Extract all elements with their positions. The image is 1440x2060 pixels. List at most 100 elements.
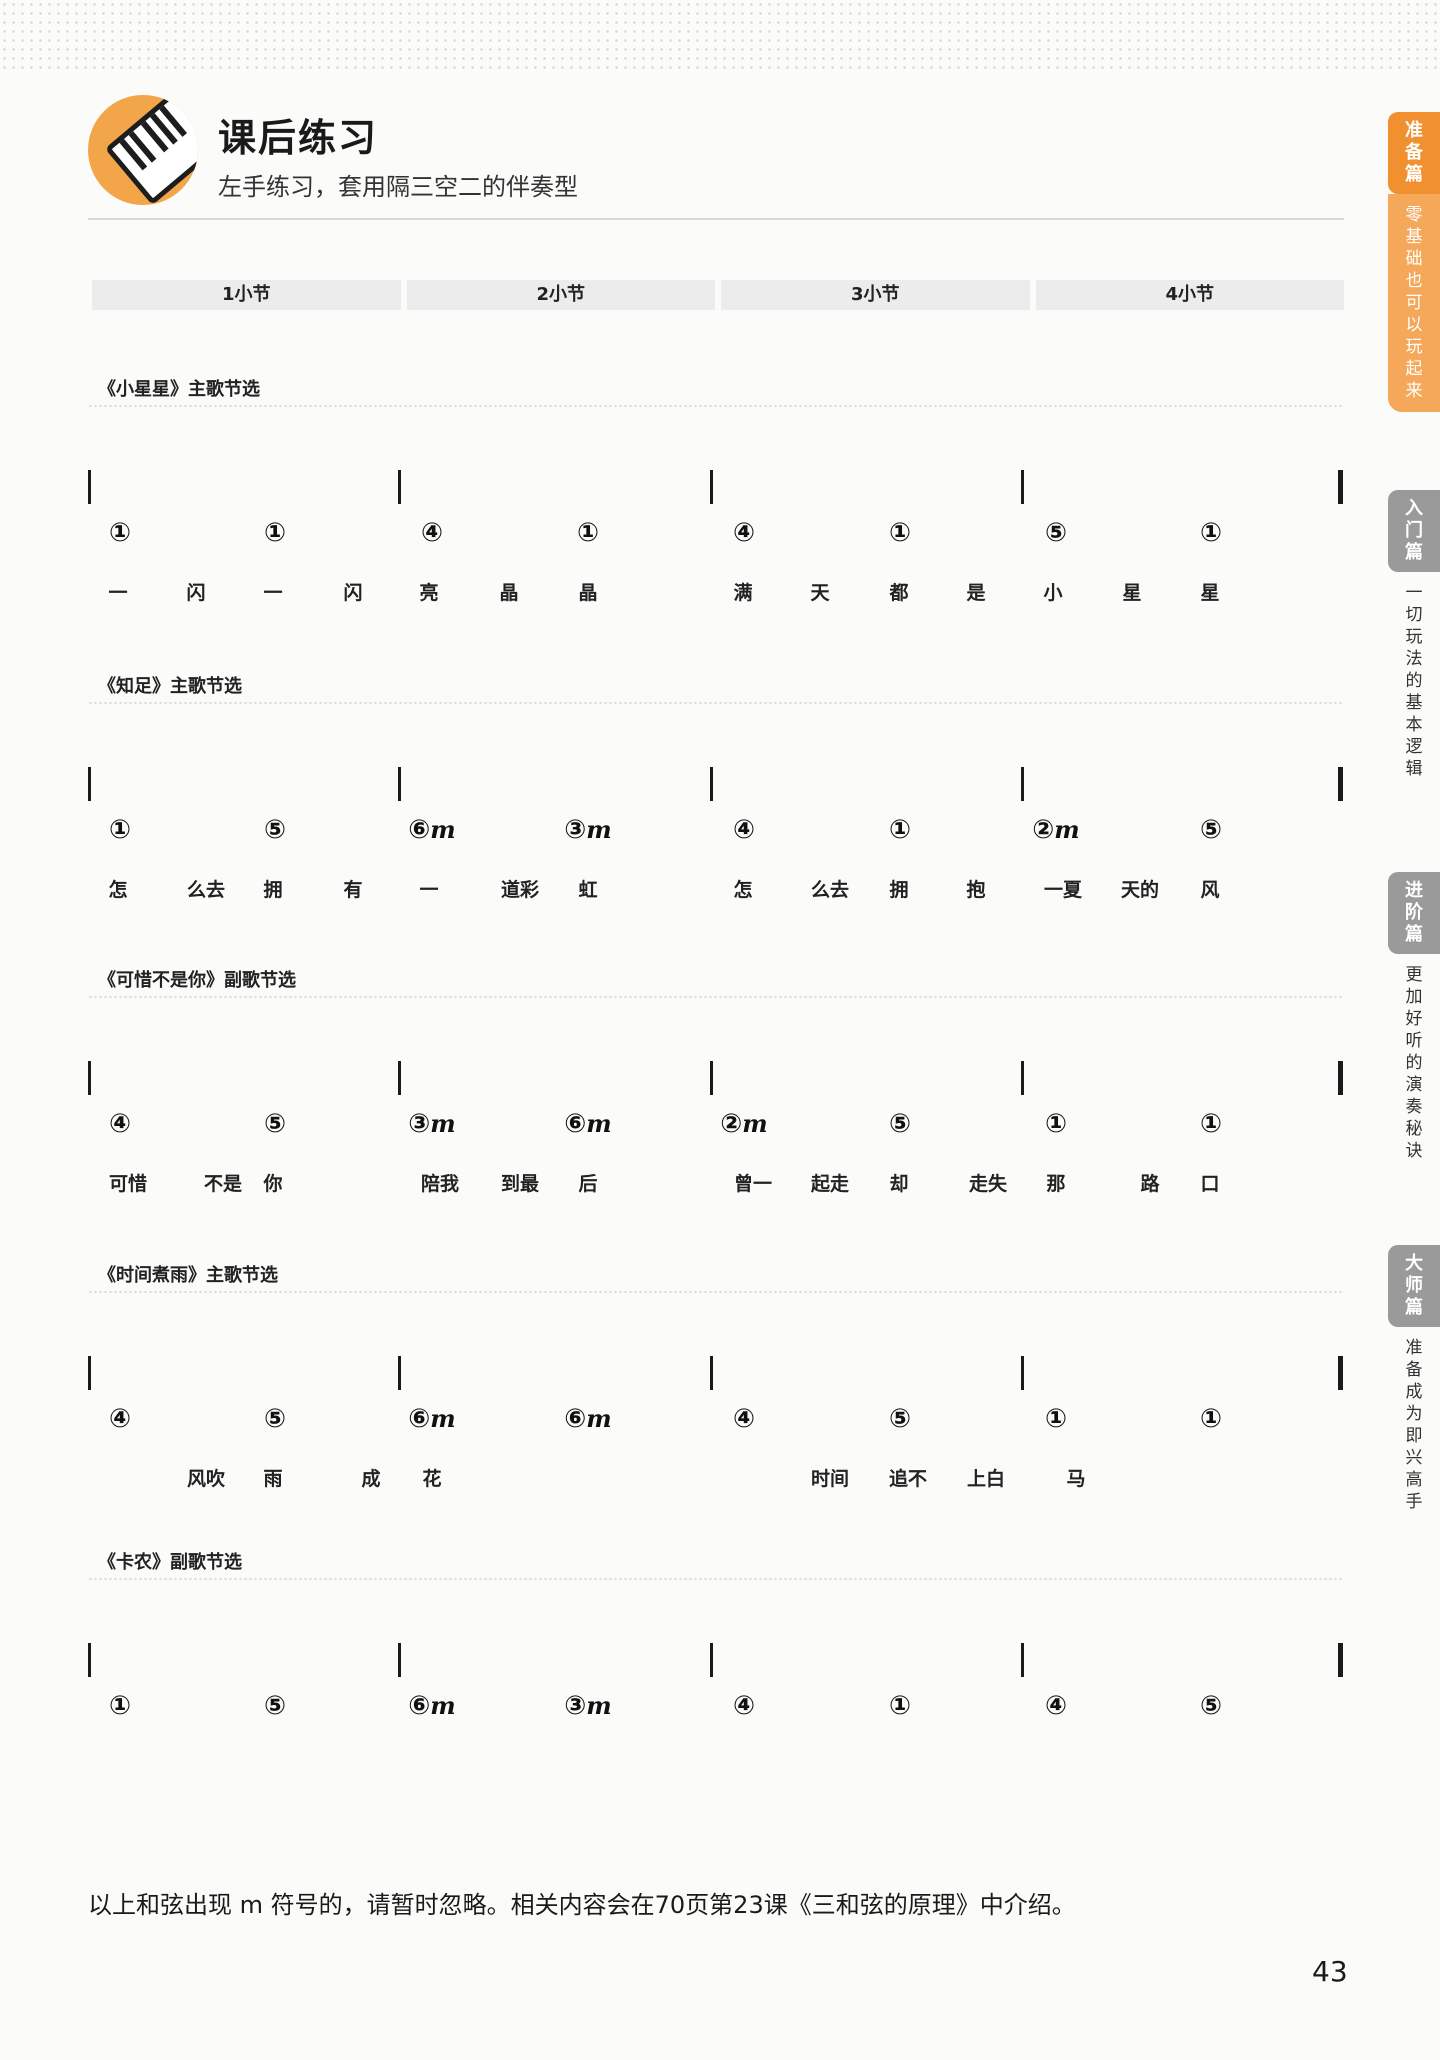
lyric-text: 路 — [1140, 1173, 1160, 1195]
chord-symbol: ① — [1199, 1404, 1223, 1434]
dotted-divider — [88, 702, 1344, 704]
footnote: 以上和弦出现 m 符号的，请暂时忽略。相关内容会在70页第23课《三和弦的原理》… — [88, 1891, 1076, 1919]
chord-symbol: ⑥m — [564, 1404, 612, 1434]
bar-line — [1338, 1061, 1343, 1095]
song-section: 《知足》主歌节选 ① ⑤ ⑥m ③m ④ ① ②m ⑤ 怎 么去 拥 有 一 道彩 虹 怎 么去 拥 抱 一夏 天的 风 — [88, 672, 1348, 922]
lesson-header: 课后练习 左手练习，套用隔三空二的伴奏型 — [88, 95, 1348, 220]
lyric-text: 道彩 — [500, 879, 540, 901]
chord-symbol: ⑤ — [263, 1691, 287, 1721]
chord-symbol: ⑤ — [888, 1109, 912, 1139]
song-section: 《时间煮雨》主歌节选 ④ ⑤ ⑥m ⑥m ④ ⑤ ① ① 风吹 雨 成 花 时间 追不 上白 马 — [88, 1261, 1348, 1511]
lyric-text: 却 — [889, 1173, 909, 1195]
bar-line — [1338, 1643, 1343, 1677]
lyric-text: 拥 — [889, 879, 909, 901]
measure-header-row: 1小节 2小节 3小节 4小节 — [92, 280, 1344, 310]
chord-symbol: ① — [1044, 1109, 1068, 1139]
lyric-text: 怎 — [108, 879, 128, 901]
measure-label: 2小节 — [406, 280, 715, 310]
lyric-text: 么去 — [186, 879, 226, 901]
bar-line — [1338, 767, 1343, 801]
chord-symbol: ③m — [564, 815, 612, 845]
chord-symbol: ⑤ — [1044, 518, 1068, 548]
lyric-text: 都 — [889, 582, 909, 604]
bar-line — [88, 1061, 91, 1095]
lyric-text: 雨 — [263, 1468, 283, 1490]
lyric-text: 口 — [1200, 1173, 1220, 1195]
chapter-tab-label: 入门篇 — [1388, 490, 1440, 572]
lyric-text: 时间 — [810, 1468, 850, 1490]
chord-symbol: ① — [108, 815, 132, 845]
chord-symbol: ⑥m — [564, 1109, 612, 1139]
chord-symbol: ① — [263, 518, 287, 548]
lyric-text: 有 — [343, 879, 363, 901]
chord-symbol: ④ — [1044, 1691, 1068, 1721]
bar-line — [710, 470, 713, 504]
chord-symbol: ① — [888, 815, 912, 845]
chord-symbol: ⑤ — [263, 1404, 287, 1434]
bar-line — [710, 1643, 713, 1677]
lyric-text: 曾一 — [733, 1173, 773, 1195]
song-title: 《小星星》主歌节选 — [98, 379, 260, 400]
chord-symbol: ① — [1199, 1109, 1223, 1139]
lyric-text: 闪 — [186, 582, 206, 604]
lyric-text: 一 — [419, 879, 439, 901]
chapter-tab-description: 一切玩法的基本逻辑 — [1388, 572, 1440, 790]
chord-symbol: ⑥m — [408, 815, 456, 845]
chapter-tab-label: 准备篇 — [1388, 112, 1440, 194]
bar-line — [1338, 470, 1343, 504]
chapter-tab-description: 准备成为即兴高手 — [1388, 1327, 1440, 1523]
lyric-text: 亮 — [419, 582, 439, 604]
chord-symbol: ① — [108, 1691, 132, 1721]
chord-symbol: ⑤ — [1199, 815, 1223, 845]
chapter-side-tab[interactable]: 进阶篇更加好听的演奏秘诀 — [1388, 872, 1440, 1172]
chord-symbol: ⑤ — [888, 1404, 912, 1434]
lyric-text: 晶 — [499, 582, 519, 604]
chord-symbol: ④ — [732, 1404, 756, 1434]
lyric-text: 那 — [1046, 1173, 1066, 1195]
chord-symbol: ④ — [420, 518, 444, 548]
bar-line — [1338, 1356, 1343, 1390]
song-section: 《可惜不是你》副歌节选 ④ ⑤ ③m ⑥m ②m ⑤ ① ① 可惜 不是你 陪我 到最 后 曾一 起走 却 走失 那… — [88, 966, 1348, 1216]
dotted-divider — [88, 405, 1344, 407]
chord-symbol: ⑥m — [408, 1691, 456, 1721]
dotted-divider — [88, 1578, 1344, 1580]
chord-symbol: ① — [1199, 518, 1223, 548]
lyric-text: 星 — [1122, 582, 1142, 604]
bar-line — [1021, 1356, 1024, 1390]
lyric-text: 后 — [578, 1173, 598, 1195]
measure-label: 4小节 — [1035, 280, 1344, 310]
chord-symbol: ②m — [1032, 815, 1080, 845]
chord-symbol: ④ — [732, 1691, 756, 1721]
chord-symbol: ⑥m — [408, 1404, 456, 1434]
header-divider — [88, 218, 1344, 220]
lyric-text: 么去 — [810, 879, 850, 901]
chord-symbol: ④ — [108, 1109, 132, 1139]
lyric-text: 追不 — [888, 1468, 928, 1490]
page-subtitle: 左手练习，套用隔三空二的伴奏型 — [218, 173, 578, 201]
chord-symbol: ④ — [732, 518, 756, 548]
bar-line — [710, 1061, 713, 1095]
lyric-text: 一 — [263, 582, 283, 604]
lyric-text: 星 — [1200, 582, 1220, 604]
song-title: 《卡农》副歌节选 — [98, 1552, 242, 1573]
bar-line — [88, 767, 91, 801]
chord-symbol: ① — [888, 1691, 912, 1721]
song-section: 《小星星》主歌节选 ① ① ④ ① ④ ① ⑤ ① 一 闪 一 闪 亮 晶 晶 满 天 都 是 小 星 星 — [88, 375, 1348, 625]
dotted-divider — [88, 996, 1344, 998]
dotted-divider — [88, 1291, 1344, 1293]
lyric-text: 晶 — [578, 582, 598, 604]
chapter-side-tab[interactable]: 准备篇零基础也可以玩起来 — [1388, 112, 1440, 412]
chord-symbol: ②m — [720, 1109, 768, 1139]
bar-line — [1021, 1061, 1024, 1095]
lyric-text: 天 — [810, 582, 830, 604]
lyric-text: 走失 — [968, 1173, 1008, 1195]
lyric-text: 天的 — [1120, 879, 1160, 901]
song-title: 《知足》主歌节选 — [98, 676, 242, 697]
chapter-side-tab[interactable]: 入门篇一切玩法的基本逻辑 — [1388, 490, 1440, 790]
page-title: 课后练习 — [218, 116, 379, 160]
chapter-side-tab[interactable]: 大师篇准备成为即兴高手 — [1388, 1245, 1440, 1523]
lyric-text: 虹 — [578, 879, 598, 901]
bar-line — [710, 1356, 713, 1390]
chapter-tab-label: 进阶篇 — [1388, 872, 1440, 954]
song-title: 《时间煮雨》主歌节选 — [98, 1265, 278, 1286]
